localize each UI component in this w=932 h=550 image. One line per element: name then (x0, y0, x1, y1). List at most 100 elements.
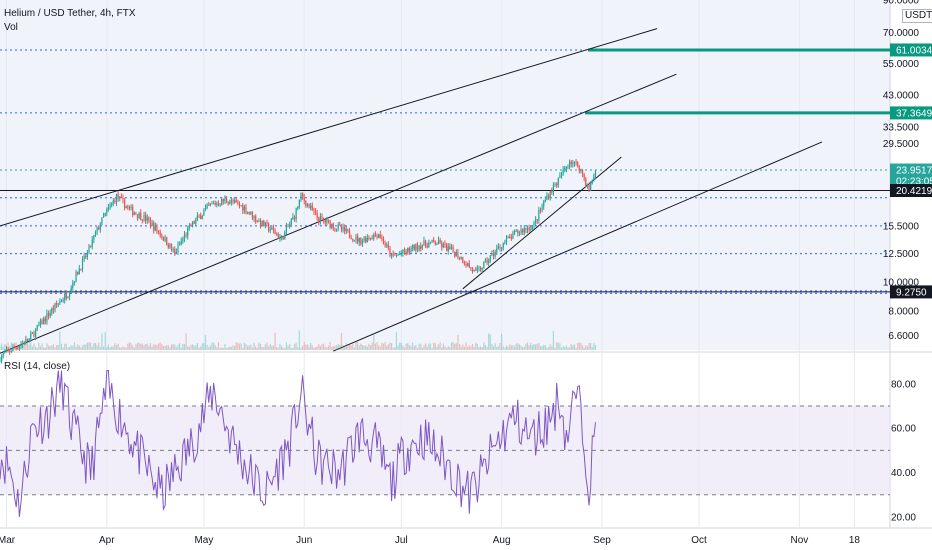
volume-bar (169, 347, 171, 350)
candle-body (290, 219, 292, 224)
candle-body (551, 191, 553, 193)
candle-body (81, 259, 84, 270)
candle-body (174, 249, 176, 253)
candle-body (5, 349, 8, 353)
volume-bar (423, 345, 425, 350)
candle-body (221, 198, 223, 205)
volume-bar (581, 345, 584, 350)
volume-bar (488, 333, 490, 350)
candle-body (162, 237, 165, 241)
candle-body (56, 303, 58, 305)
candle-body (481, 268, 483, 270)
candle-body (12, 347, 14, 352)
candle-body (334, 228, 336, 230)
volume-bar (479, 346, 482, 350)
candle-body (573, 161, 576, 164)
candle-body (400, 253, 402, 255)
volume-bar (106, 347, 108, 350)
candle-body (188, 225, 190, 229)
candle-body (284, 231, 286, 240)
trend-line[interactable] (0, 73, 677, 354)
volume-bar (4, 343, 6, 350)
volume-bar (357, 342, 359, 350)
volume-bar (141, 343, 144, 350)
volume-bar (91, 346, 93, 350)
volume-bar (34, 346, 37, 350)
candle-body (94, 232, 97, 236)
candle-body (86, 252, 88, 258)
candle-body (258, 220, 260, 222)
candle-body (52, 308, 55, 310)
volume-bar (450, 342, 453, 350)
candle-body (114, 200, 116, 203)
volume-bar (421, 347, 423, 350)
trend-line[interactable] (462, 156, 622, 290)
candle-body (243, 206, 245, 211)
volume-bar (403, 347, 406, 350)
volume-bar (536, 343, 538, 350)
candle-body (145, 215, 147, 221)
candle-body (431, 240, 433, 242)
y-tick-label: 43.0000 (883, 90, 920, 101)
candle-body (489, 255, 491, 261)
volume-bar (426, 346, 428, 350)
candle-body (547, 195, 550, 198)
candle-body (263, 220, 265, 227)
candle-body (279, 237, 281, 239)
volume-bar (431, 347, 433, 350)
volume-bar (381, 342, 383, 350)
volume-bar (268, 346, 270, 350)
volume-bar (575, 347, 577, 350)
volume-bar (148, 346, 150, 350)
volume-bar (10, 342, 12, 350)
volume-bar (133, 347, 135, 350)
x-tick-label: Mar (0, 535, 16, 546)
candle-body (314, 211, 317, 213)
candle-body (166, 237, 168, 246)
candle-body (217, 203, 220, 205)
candle-body (177, 244, 179, 253)
volume-bar (507, 346, 509, 350)
volume-bar (323, 343, 325, 350)
candle-body (528, 227, 530, 231)
volume-bar (321, 344, 323, 350)
candle-body (246, 211, 249, 214)
volume-bar (554, 347, 556, 350)
candle-body (157, 231, 160, 233)
volume-bar (230, 346, 233, 350)
volume-bar (88, 342, 90, 350)
candle-body (276, 234, 278, 236)
volume-bar (25, 343, 27, 350)
candle-body (293, 217, 296, 220)
volume-bar (154, 344, 156, 350)
volume-bar (64, 343, 66, 350)
volume-bar (337, 343, 339, 350)
candle-body (416, 243, 419, 250)
candle-body (525, 228, 527, 230)
candle-body (259, 220, 262, 226)
candle-body (361, 240, 364, 244)
volume-bar (214, 345, 216, 350)
volume-bar (238, 343, 241, 350)
volume-bar (7, 342, 9, 350)
candle-body (26, 339, 29, 342)
x-tick-label: Apr (99, 535, 115, 546)
candle-body (523, 228, 525, 233)
candle-body (463, 263, 466, 265)
volume-bar (159, 342, 161, 350)
volume-bar (102, 346, 105, 350)
volume-bar (449, 347, 451, 350)
volume-bar (122, 346, 124, 350)
trend-line[interactable] (0, 28, 658, 227)
volume-bar (1, 343, 3, 350)
volume-bar (212, 342, 215, 350)
volume-bar (98, 342, 100, 350)
volume-bar (538, 343, 540, 350)
volume-bar (334, 345, 336, 350)
candle-body (85, 255, 87, 258)
volume-bar (379, 346, 381, 350)
trend-line[interactable] (333, 141, 823, 352)
candle-body (405, 251, 407, 253)
candle-body (311, 205, 313, 211)
